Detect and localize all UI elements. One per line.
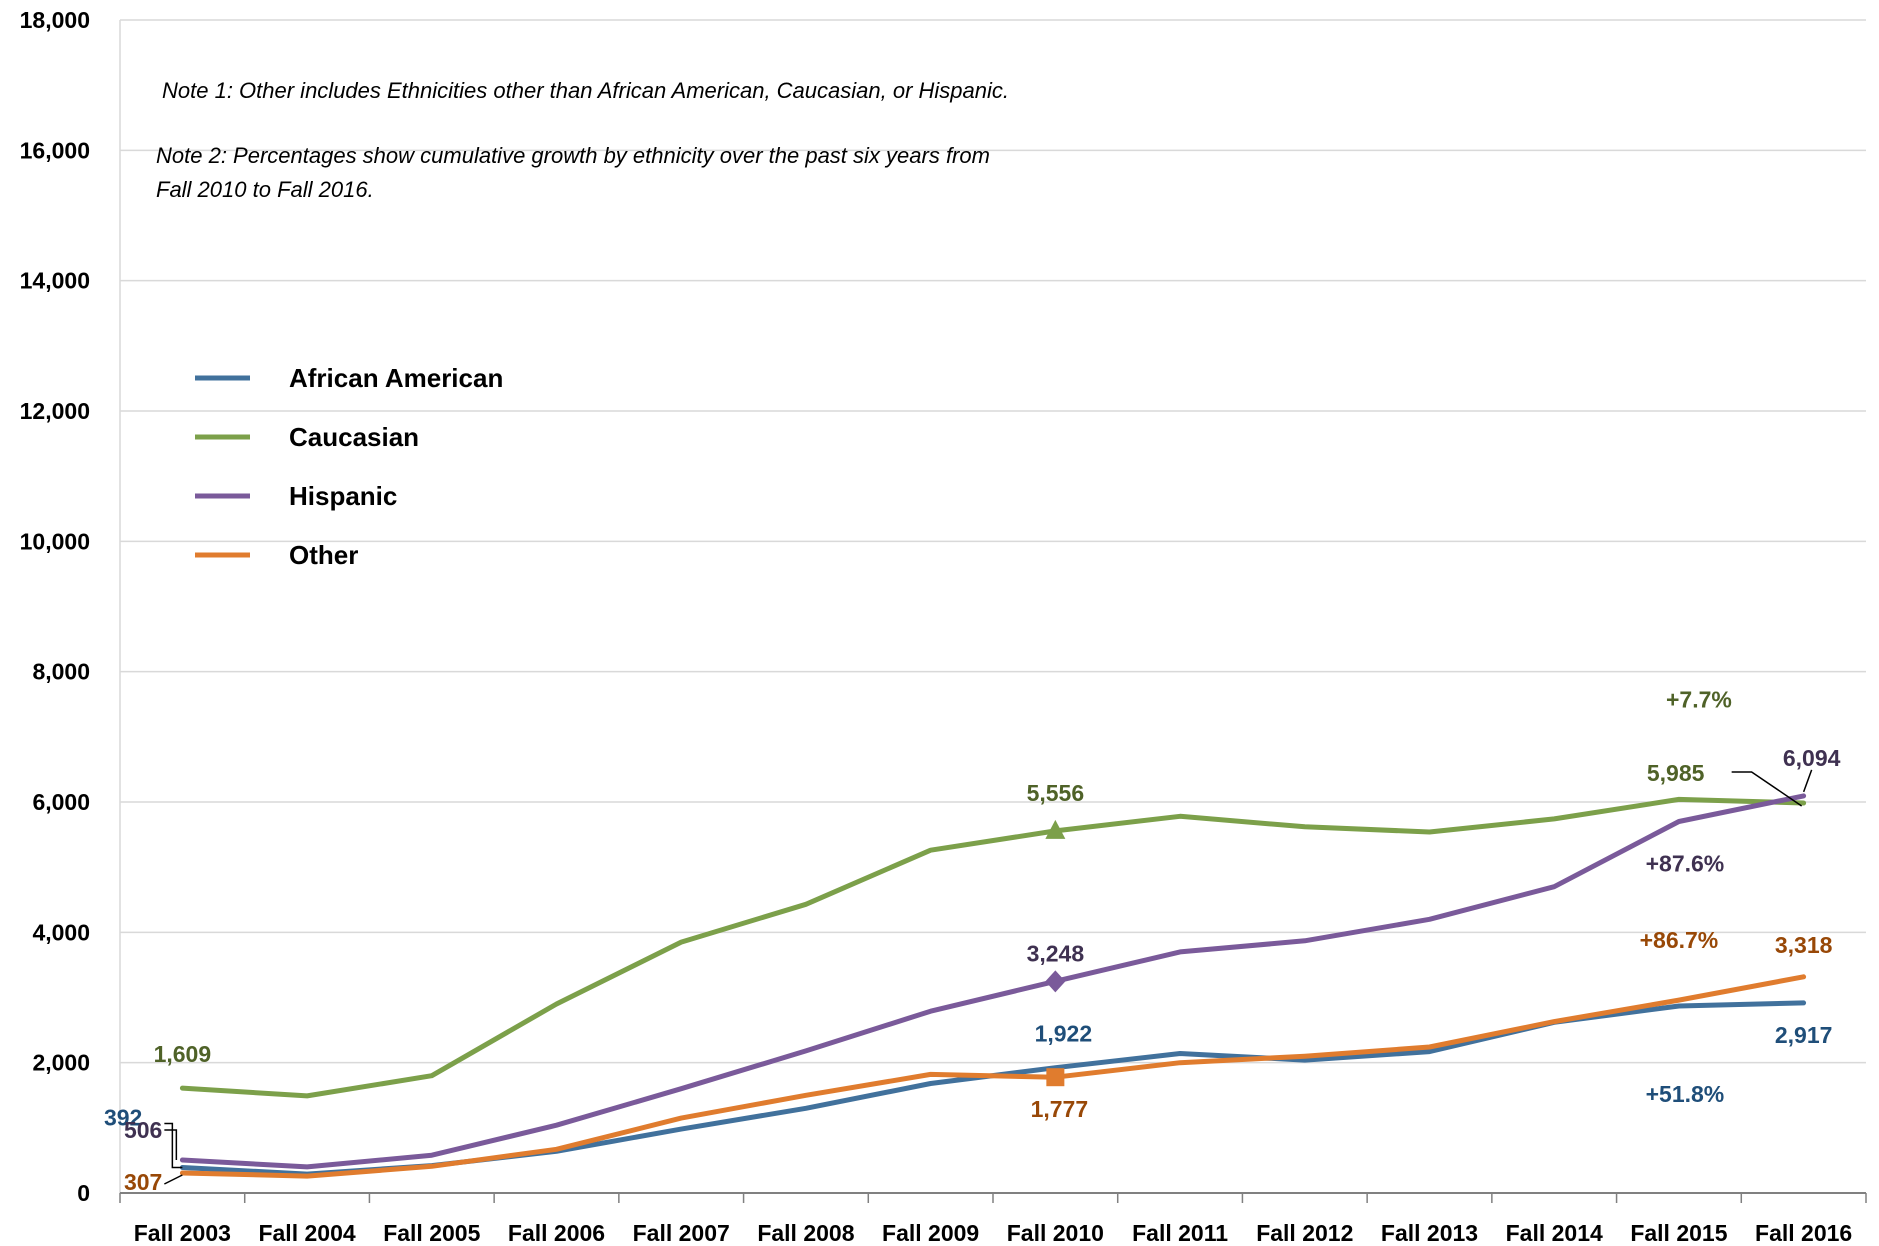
leader-line [164, 1174, 183, 1185]
y-tick-label: 6,000 [32, 789, 90, 815]
legend: African American Caucasian Hispanic Other [195, 363, 503, 570]
data-label: 392 [104, 1104, 142, 1130]
note-2-line-1: Note 2: Percentages show cumulative grow… [156, 143, 990, 168]
x-tick-label: Fall 2010 [1007, 1220, 1104, 1246]
x-tick-label: Fall 2013 [1381, 1220, 1478, 1246]
note-1: Note 1: Other includes Ethnicities other… [162, 78, 1009, 103]
x-tick-label: Fall 2014 [1506, 1220, 1603, 1246]
x-tick-label: Fall 2015 [1630, 1220, 1727, 1246]
y-tick-label: 16,000 [20, 137, 90, 163]
data-label: +51.8% [1646, 1081, 1725, 1107]
y-tick-label: 12,000 [20, 398, 90, 424]
legend-label: Other [289, 540, 358, 570]
legend-label: African American [289, 363, 503, 393]
data-label: 5,556 [1027, 780, 1085, 806]
x-tick-label: Fall 2009 [882, 1220, 979, 1246]
data-label: 6,094 [1783, 745, 1841, 771]
data-label: 1,609 [154, 1041, 212, 1067]
legend-label: Hispanic [289, 481, 397, 511]
data-labels: 392 1,922 2,917 +51.8% 1,609 5,556 5,985 +7.7% 5… [104, 686, 1841, 1195]
data-label: 1,777 [1031, 1096, 1089, 1122]
x-tick-label: Fall 2011 [1132, 1220, 1228, 1246]
x-tick-label: Fall 2005 [383, 1220, 480, 1246]
data-label: 3,318 [1775, 932, 1833, 958]
series-line [179, 974, 1807, 1179]
x-tick-label: Fall 2003 [134, 1220, 231, 1246]
legend-label: Caucasian [289, 422, 419, 452]
y-tick-label: 8,000 [32, 659, 90, 685]
data-label: 3,248 [1027, 940, 1085, 966]
data-label: +86.7% [1640, 927, 1719, 953]
x-tick-label: Fall 2012 [1256, 1220, 1353, 1246]
diamond-marker [1045, 970, 1066, 993]
y-tick-label: 2,000 [32, 1050, 90, 1076]
x-tick-label: Fall 2007 [633, 1220, 730, 1246]
triangle-marker [1045, 819, 1066, 839]
data-label: 5,985 [1647, 760, 1705, 786]
data-label: +7.7% [1666, 686, 1732, 712]
data-label: 506 [124, 1117, 162, 1143]
leader-line [1802, 769, 1813, 793]
leader-line [1731, 771, 1803, 807]
x-tick-label: Fall 2004 [258, 1220, 355, 1246]
data-label: +87.6% [1646, 851, 1725, 877]
series-line [179, 793, 1807, 1170]
x-tick-label: Fall 2008 [757, 1220, 854, 1246]
series-lines [179, 793, 1807, 1179]
leader-line [164, 1129, 178, 1161]
square-marker [1046, 1068, 1065, 1087]
data-label: 2,917 [1775, 1022, 1833, 1048]
series-line [179, 1000, 1807, 1177]
axes: 0 2,000 4,000 6,000 8,000 10,000 12,000 14,000 1… [20, 7, 1867, 1246]
data-label: 307 [124, 1169, 162, 1195]
y-tick-label: 10,000 [20, 528, 90, 554]
y-tick-label: 0 [77, 1180, 90, 1206]
note-2-line-2: Fall 2010 to Fall 2016. [156, 177, 374, 202]
leader-line [164, 1122, 183, 1169]
y-tick-label: 4,000 [32, 919, 90, 945]
x-tick-label: Fall 2016 [1755, 1220, 1852, 1246]
x-tick-label: Fall 2006 [508, 1220, 605, 1246]
y-tick-label: 14,000 [20, 268, 90, 294]
gridlines [120, 19, 1866, 1064]
data-label: 1,922 [1035, 1021, 1093, 1047]
y-tick-label: 18,000 [20, 7, 90, 33]
notes: Note 1: Other includes Ethnicities other… [156, 78, 1009, 202]
series-line [179, 796, 1807, 1099]
